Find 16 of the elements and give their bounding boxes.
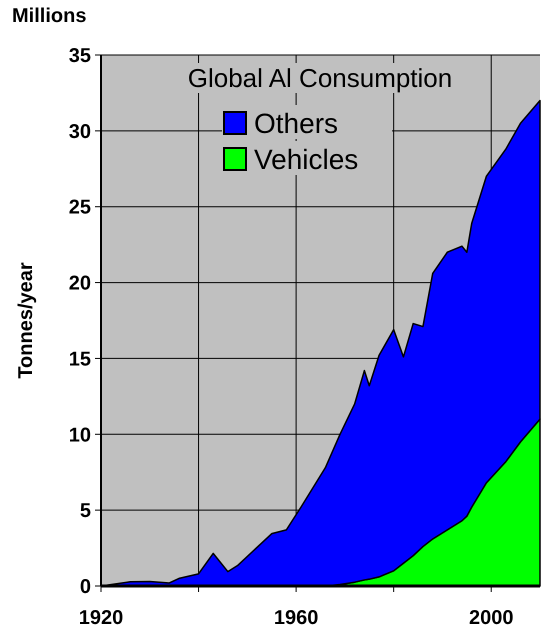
y-axis-title: Tonnes/year [15, 262, 37, 379]
x-tick-label: 1960 [274, 607, 318, 629]
y-tick-label: 20 [68, 272, 91, 295]
y-tick-label: 15 [68, 348, 91, 370]
legend-label: Others [254, 108, 338, 139]
y-tick-label: 30 [68, 120, 91, 143]
y-tick-label: 0 [80, 576, 91, 598]
legend-label: Vehicles [254, 144, 358, 175]
y-tick-label: 5 [80, 500, 91, 522]
chart-title: Global Al Consumption [188, 63, 452, 93]
x-tick-label: 1920 [78, 607, 124, 629]
y-tick-label: 25 [68, 196, 91, 219]
x-tick-label: 2000 [468, 607, 514, 629]
y-tick-label: 10 [68, 424, 91, 446]
y-tick-label: 35 [68, 45, 91, 67]
text: Millions [12, 5, 86, 27]
